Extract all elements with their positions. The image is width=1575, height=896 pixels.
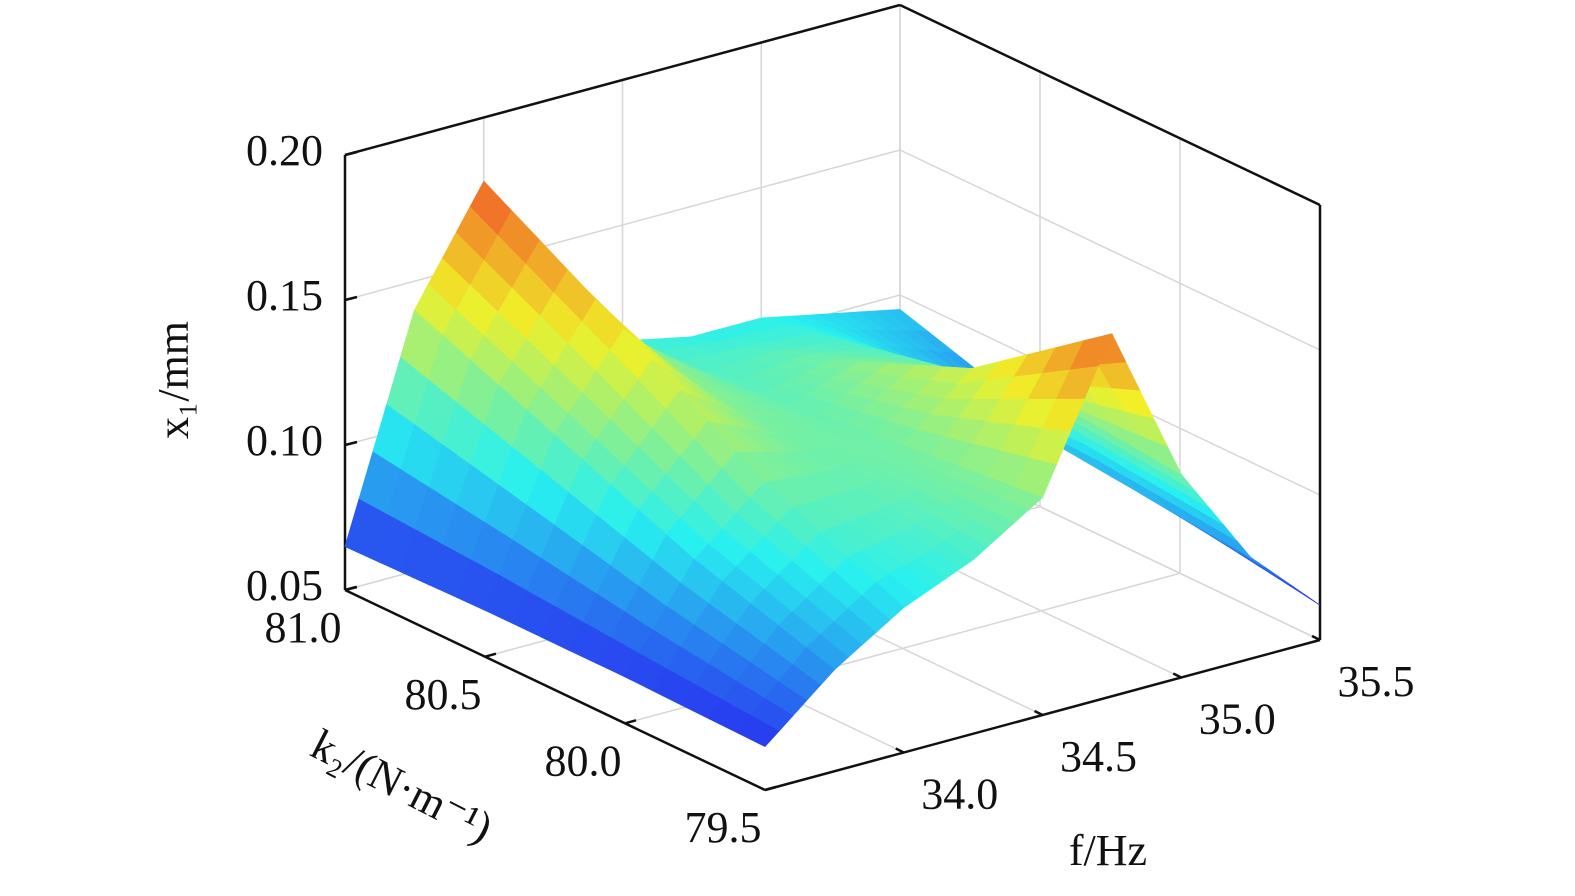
axis-line: [899, 3, 1321, 207]
x-axis-label: f/Hz: [1069, 826, 1147, 875]
tick-mark: [1172, 672, 1182, 679]
tick-mark: [344, 440, 358, 447]
surface-patch: [736, 715, 780, 747]
x-tick-label: 34.0: [921, 770, 998, 819]
tick-mark: [344, 295, 358, 302]
tick-mark: [484, 652, 497, 658]
y-tick-label: 79.5: [685, 803, 762, 852]
tick-mark: [1311, 634, 1321, 642]
y-tick-label: 80.0: [545, 736, 622, 785]
y-axis-label: k₂/(N·m⁻¹): [304, 720, 501, 853]
y-tick-label: 80.5: [405, 670, 482, 719]
x-tick-label: 34.5: [1060, 732, 1137, 781]
tick-mark: [1033, 709, 1044, 717]
surface: [344, 180, 1321, 747]
y-tick-label: 81.0: [265, 603, 342, 652]
x-tick-label: 35.0: [1199, 695, 1276, 744]
surface-patch: [1208, 524, 1251, 558]
tick-mark: [624, 719, 637, 725]
tick-mark: [764, 785, 777, 792]
z-tick-label: 0.15: [246, 271, 323, 320]
axis-line: [344, 3, 901, 157]
tick-mark: [344, 585, 357, 592]
z-tick-label: 0.10: [246, 416, 323, 465]
tick-mark: [895, 747, 905, 754]
labels: 0.05 0.10 0.15 0.20 79.5 80.0 80.5 81.0 34.0 34.5…: [246, 126, 1415, 852]
z-axis-label: x₁/mm: [149, 321, 198, 439]
tick-mark: [344, 150, 358, 157]
grid-line: [899, 149, 1321, 351]
z-tick-label: 0.05: [246, 561, 323, 610]
x-tick-label: 35.5: [1338, 657, 1415, 706]
z-tick-label: 0.20: [246, 126, 323, 175]
axis-line: [344, 588, 766, 792]
